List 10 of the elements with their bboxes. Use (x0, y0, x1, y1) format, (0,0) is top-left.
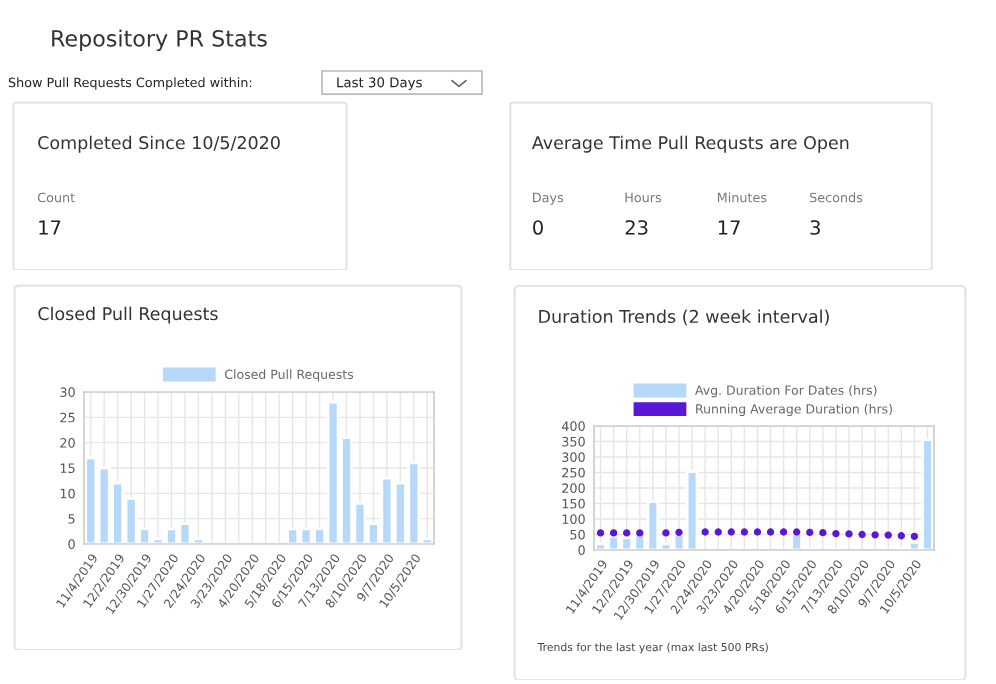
text: 3 (810, 220, 820, 235)
text: 23 (625, 220, 648, 235)
text: 17 (39, 220, 61, 235)
text: 17 (718, 220, 740, 235)
chart-title: Duration Trends (2 week interval) (539, 309, 829, 326)
text: 0 (533, 220, 543, 235)
text: Completed Since 10/5/2020 (38, 135, 280, 153)
text: Average Time Pull Requsts are Open (531, 135, 849, 153)
text: Repository PR Stats (52, 29, 267, 52)
chart-title: Closed Pull Requests (38, 306, 218, 324)
